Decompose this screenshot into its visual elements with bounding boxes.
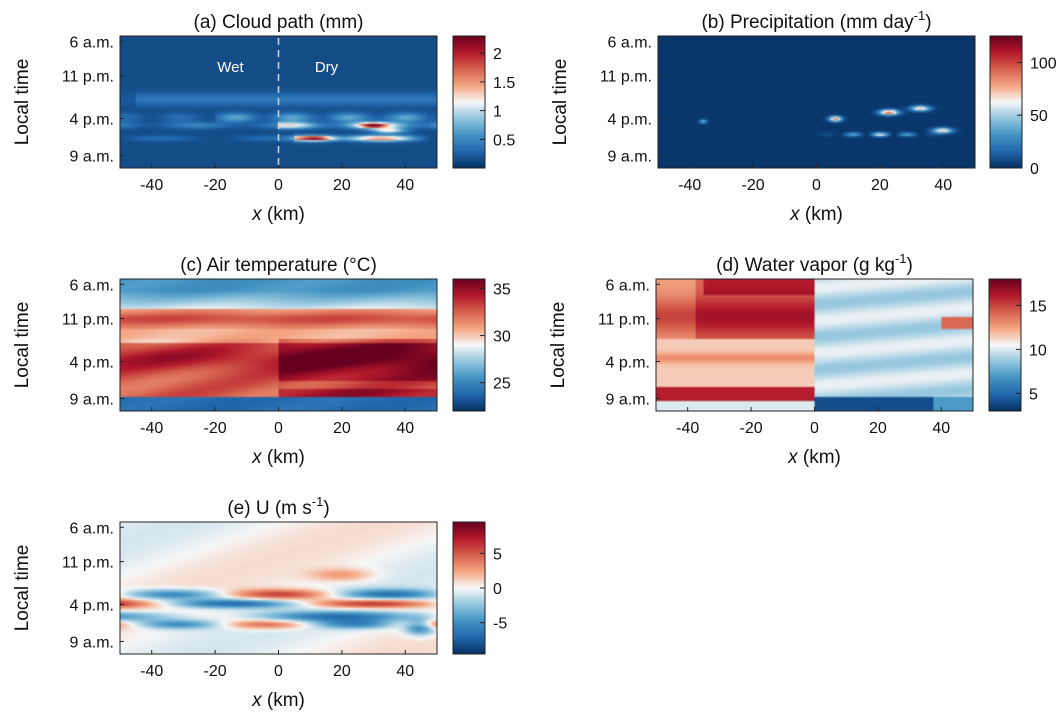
- x-tick-label: 40: [396, 177, 414, 194]
- colorbar-tick-label: 100: [1030, 55, 1057, 72]
- x-tick-label: 40: [396, 420, 414, 437]
- y-tick-label: 6 a.m.: [606, 277, 650, 294]
- y-tick-label: 9 a.m.: [70, 148, 114, 165]
- y-tick-label: 4 p.m.: [70, 112, 114, 129]
- colorbar-tick-label: 15: [1029, 298, 1047, 315]
- colorbar-c: 25 30 35: [452, 278, 511, 412]
- x-tick-label: 0: [274, 177, 283, 194]
- colorbar-tick-label: -5: [493, 616, 507, 633]
- x-tick-label: -20: [204, 663, 227, 680]
- x-tick-label: -40: [140, 177, 163, 194]
- title-b: (b) Precipitation (mm day-1): [701, 8, 931, 33]
- y-axis-label-b: Local time: [550, 59, 571, 146]
- panel-e: (e) U (m s-1) -40 -20 0 20 40 6 a.m. 11 p.m. 4 p…: [12, 494, 507, 711]
- colorbar-tick-label: 50: [1030, 108, 1048, 125]
- colorbar-gradient: [452, 521, 486, 655]
- x-tick-label: -20: [742, 177, 765, 194]
- colorbar-tick-label: 0: [493, 581, 502, 598]
- colorbar-tick-label: 25: [493, 376, 511, 393]
- x-tick-label: 20: [333, 663, 351, 680]
- y-tick-label: 6 a.m.: [70, 520, 114, 537]
- colorbar-tick-label: 0: [1030, 161, 1039, 178]
- colorbar-b: 0 50 100: [989, 35, 1057, 178]
- title-d: (d) Water vapor (g kg-1): [716, 251, 913, 276]
- y-tick-label: 6 a.m.: [70, 277, 114, 294]
- x-tick-label: -40: [678, 177, 701, 194]
- colorbar-e: -5 0 5: [452, 521, 507, 655]
- colorbar-tick-label: 5: [1029, 386, 1038, 403]
- y-tick-label: 6 a.m.: [70, 34, 114, 51]
- colorbar-gradient: [988, 278, 1022, 412]
- heatmap-b: [658, 36, 975, 168]
- colorbar-tick-label: 1: [493, 104, 502, 121]
- x-tick-label: 40: [932, 420, 950, 437]
- y-tick-label: 4 p.m.: [606, 355, 650, 372]
- x-tick-label: 0: [274, 420, 283, 437]
- panel-c: (c) Air temperature (°C) -40 -20 0 20 40 6 a.m…: [12, 255, 511, 468]
- x-tick-label: -20: [204, 177, 227, 194]
- x-tick-label: -40: [140, 420, 163, 437]
- y-tick-label: 9 a.m.: [606, 391, 650, 408]
- annotation-wet: Wet: [217, 59, 244, 76]
- x-axis-label-e: x (km): [251, 690, 305, 711]
- panel-d: (d) Water vapor (g kg-1) -40 -20 0 20 40 6 a.m…: [548, 251, 1047, 468]
- y-axis-label-e: Local time: [12, 545, 33, 632]
- y-tick-label: 9 a.m.: [70, 391, 114, 408]
- colorbar-tick-label: 2: [493, 46, 502, 63]
- x-tick-label: 40: [934, 177, 952, 194]
- x-axis-label-d: x (km): [787, 447, 841, 468]
- y-tick-label: 6 a.m.: [608, 34, 652, 51]
- y-axis-label-a: Local time: [12, 59, 33, 146]
- x-tick-label: -20: [740, 420, 763, 437]
- colorbar-gradient: [452, 35, 486, 169]
- y-axis-label-d: Local time: [548, 302, 569, 389]
- colorbar-tick-label: 10: [1029, 342, 1047, 359]
- y-tick-label: 4 p.m.: [608, 112, 652, 129]
- x-tick-label: 20: [333, 177, 351, 194]
- colorbar-tick-label: 1.5: [493, 75, 515, 92]
- colorbar-a: 0.5 1 1.5 2: [452, 35, 515, 169]
- colorbar-tick-label: 30: [493, 329, 511, 346]
- heatmap-d: [656, 279, 973, 411]
- x-axis-label-b: x (km): [789, 204, 843, 225]
- x-tick-label: 20: [333, 420, 351, 437]
- colorbar-tick-label: 5: [493, 546, 502, 563]
- colorbar-gradient: [452, 278, 486, 412]
- x-tick-label: 20: [869, 420, 887, 437]
- y-tick-label: 9 a.m.: [70, 634, 114, 651]
- colorbar-d: 5 10 15: [988, 278, 1047, 412]
- title-a: (a) Cloud path (mm): [194, 12, 364, 33]
- title-e: (e) U (m s-1): [227, 494, 329, 519]
- x-tick-label: 20: [871, 177, 889, 194]
- x-tick-label: 0: [810, 420, 819, 437]
- colorbar-gradient: [989, 35, 1023, 169]
- x-axis-label-c: x (km): [251, 447, 305, 468]
- x-axis-label-a: x (km): [251, 204, 305, 225]
- x-tick-label: 0: [274, 663, 283, 680]
- x-tick-label: -20: [204, 420, 227, 437]
- y-tick-label: 4 p.m.: [70, 355, 114, 372]
- panel-b: (b) Precipitation (mm day-1) -40 -20 0 20 40 6…: [550, 8, 1057, 225]
- y-tick-label: 11 p.m.: [62, 69, 114, 86]
- title-c: (c) Air temperature (°C): [180, 255, 377, 276]
- y-tick-label: 11 p.m.: [62, 555, 114, 572]
- y-axis-label-c: Local time: [12, 302, 33, 389]
- x-tick-label: -40: [140, 663, 163, 680]
- heatmap-c: [120, 279, 437, 411]
- y-tick-label: 11 p.m.: [62, 312, 114, 329]
- colorbar-tick-label: 35: [493, 281, 511, 298]
- x-tick-label: -40: [676, 420, 699, 437]
- annotation-dry: Dry: [315, 59, 339, 76]
- x-tick-label: 0: [812, 177, 821, 194]
- y-tick-label: 11 p.m.: [600, 69, 652, 86]
- panel-a: (a) Cloud path (mm) -40 -20 0 20 40 6 a.m. 11 p…: [12, 12, 515, 225]
- y-tick-label: 11 p.m.: [598, 312, 650, 329]
- heatmap-e: [120, 522, 437, 654]
- y-tick-label: 4 p.m.: [70, 598, 114, 615]
- x-tick-label: 40: [396, 663, 414, 680]
- y-tick-label: 9 a.m.: [608, 148, 652, 165]
- colorbar-tick-label: 0.5: [493, 132, 515, 149]
